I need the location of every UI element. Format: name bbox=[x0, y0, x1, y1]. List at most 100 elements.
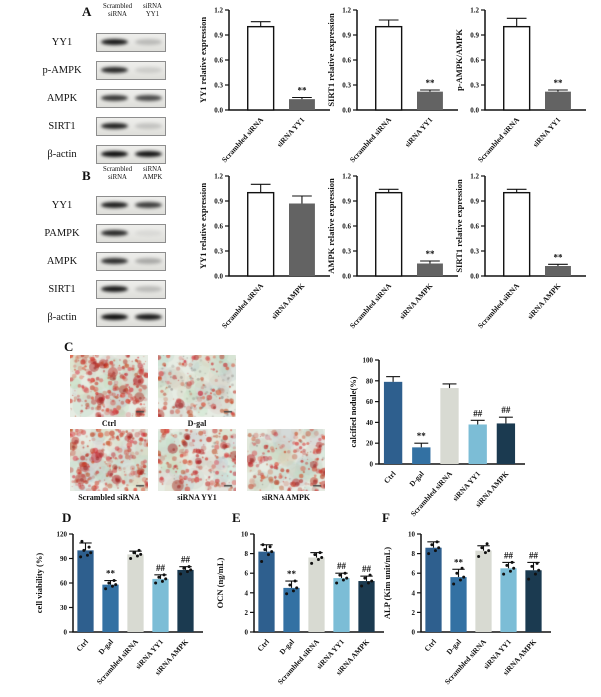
x-category-label: D-gal bbox=[278, 637, 296, 656]
blot-band-box bbox=[96, 307, 166, 327]
svg-text:0.6: 0.6 bbox=[342, 223, 351, 231]
svg-text:2: 2 bbox=[412, 609, 416, 617]
protein-band bbox=[100, 202, 128, 208]
svg-text:**: ** bbox=[106, 569, 116, 579]
blot-row: SIRT1 bbox=[28, 112, 196, 140]
svg-text:0.3: 0.3 bbox=[342, 82, 351, 90]
svg-text:0.3: 0.3 bbox=[214, 82, 223, 90]
x-category-label: siRNA YY1 bbox=[275, 115, 307, 149]
protein-band bbox=[134, 258, 162, 264]
bar bbox=[496, 423, 516, 464]
lane-header-label: siRNA AMPK bbox=[142, 166, 163, 182]
blot-band-box bbox=[96, 144, 166, 164]
bar bbox=[289, 203, 315, 276]
svg-text:##: ## bbox=[181, 555, 191, 565]
bar bbox=[308, 557, 325, 632]
bar bbox=[440, 388, 459, 464]
stain-image-ctrl bbox=[70, 355, 148, 417]
chart-c-calcified-nodule: 0 20 40 60 80 100 calcified nodule(%) Ctrl ** D-g… bbox=[348, 357, 525, 518]
blot-lane bbox=[131, 34, 165, 51]
blot-lane bbox=[131, 90, 165, 107]
bar bbox=[127, 554, 144, 632]
svg-text:##: ## bbox=[156, 563, 166, 573]
bar bbox=[258, 551, 275, 632]
x-category-label: Ctrl bbox=[74, 637, 90, 653]
svg-text:1.2: 1.2 bbox=[342, 173, 351, 181]
svg-text:**: ** bbox=[287, 569, 297, 579]
x-category-label: siRNA AMPK bbox=[398, 281, 435, 321]
svg-text:p-AMPK/AMPK: p-AMPK/AMPK bbox=[454, 29, 464, 91]
x-category-label: Scrambled siRNA bbox=[220, 115, 266, 164]
x-category-label: siRNA YY1 bbox=[531, 115, 563, 149]
blot-lane bbox=[97, 34, 131, 51]
blot-band-box bbox=[96, 251, 166, 271]
svg-text:**: ** bbox=[417, 431, 427, 441]
bar bbox=[333, 578, 350, 632]
x-category-label: siRNA YY1 bbox=[403, 115, 435, 149]
bar bbox=[475, 550, 492, 632]
panel-d-label: D bbox=[62, 510, 72, 525]
x-category-label: Ctrl bbox=[382, 469, 398, 485]
svg-text:0.0: 0.0 bbox=[342, 273, 351, 281]
svg-text:YY1 relative expression: YY1 relative expression bbox=[198, 17, 208, 103]
blot-lane bbox=[131, 225, 165, 242]
svg-text:cell viability (%): cell viability (%) bbox=[34, 553, 44, 614]
svg-text:OCN (ng/mL): OCN (ng/mL) bbox=[215, 557, 225, 608]
blot-lane bbox=[131, 197, 165, 214]
bar bbox=[500, 568, 517, 632]
blot-lane bbox=[97, 146, 131, 163]
protein-label: YY1 bbox=[51, 36, 73, 48]
svg-text:0.6: 0.6 bbox=[470, 57, 479, 65]
svg-text:4: 4 bbox=[245, 589, 249, 597]
svg-text:1.2: 1.2 bbox=[470, 7, 479, 15]
svg-text:10: 10 bbox=[241, 531, 249, 539]
stain-image-sirna-ampk bbox=[247, 429, 325, 491]
bar bbox=[417, 263, 443, 276]
protein-band bbox=[134, 230, 162, 236]
protein-label: β-actin bbox=[47, 148, 77, 160]
protein-band bbox=[134, 95, 162, 101]
blot-row: β-actin bbox=[28, 303, 196, 331]
svg-text:0.3: 0.3 bbox=[470, 248, 479, 256]
svg-text:1.2: 1.2 bbox=[214, 7, 223, 15]
protein-label: PAMPK bbox=[44, 227, 80, 239]
bar bbox=[247, 191, 275, 277]
svg-text:2: 2 bbox=[245, 609, 249, 617]
svg-text:8: 8 bbox=[412, 550, 416, 558]
bar bbox=[247, 25, 275, 111]
protein-band bbox=[134, 286, 162, 292]
svg-text:0.0: 0.0 bbox=[214, 273, 223, 281]
svg-text:0.3: 0.3 bbox=[214, 248, 223, 256]
protein-band bbox=[134, 67, 162, 73]
svg-text:20: 20 bbox=[366, 440, 374, 448]
blot-lane bbox=[131, 253, 165, 270]
lane-headers: Scrambled siRNA siRNA YY1 bbox=[100, 3, 170, 28]
svg-text:0.3: 0.3 bbox=[470, 82, 479, 90]
x-category-label: D-gal bbox=[97, 637, 115, 656]
svg-text:0.6: 0.6 bbox=[214, 223, 223, 231]
svg-text:##: ## bbox=[501, 405, 511, 415]
bar bbox=[468, 424, 487, 464]
stain-image-label: Scrambled siRNA bbox=[78, 493, 140, 502]
blot-band-box bbox=[96, 279, 166, 299]
svg-text:0.9: 0.9 bbox=[342, 198, 351, 206]
svg-text:0: 0 bbox=[64, 629, 68, 637]
svg-text:0.9: 0.9 bbox=[214, 32, 223, 40]
svg-text:0.9: 0.9 bbox=[214, 198, 223, 206]
stain-image-scrambled-sirna bbox=[70, 429, 148, 491]
blot-band-box bbox=[96, 116, 166, 136]
chart-b-yy1-expression: 0.0 0.3 0.6 0.9 1.2 YY1 relative expression Sc… bbox=[198, 173, 330, 330]
protein-label: SIRT1 bbox=[48, 120, 76, 132]
protein-band bbox=[134, 314, 162, 320]
bar bbox=[503, 191, 531, 277]
bar bbox=[283, 587, 300, 632]
x-category-label: D-gal bbox=[407, 469, 425, 488]
blot-lane bbox=[97, 281, 131, 298]
protein-band bbox=[100, 286, 128, 292]
svg-text:0.3: 0.3 bbox=[342, 248, 351, 256]
panel-a-western-blot: Scrambled siRNA siRNA YY1 YY1 p-AMPK AMPK SIRT1… bbox=[28, 3, 196, 168]
blot-row: SIRT1 bbox=[28, 275, 196, 303]
